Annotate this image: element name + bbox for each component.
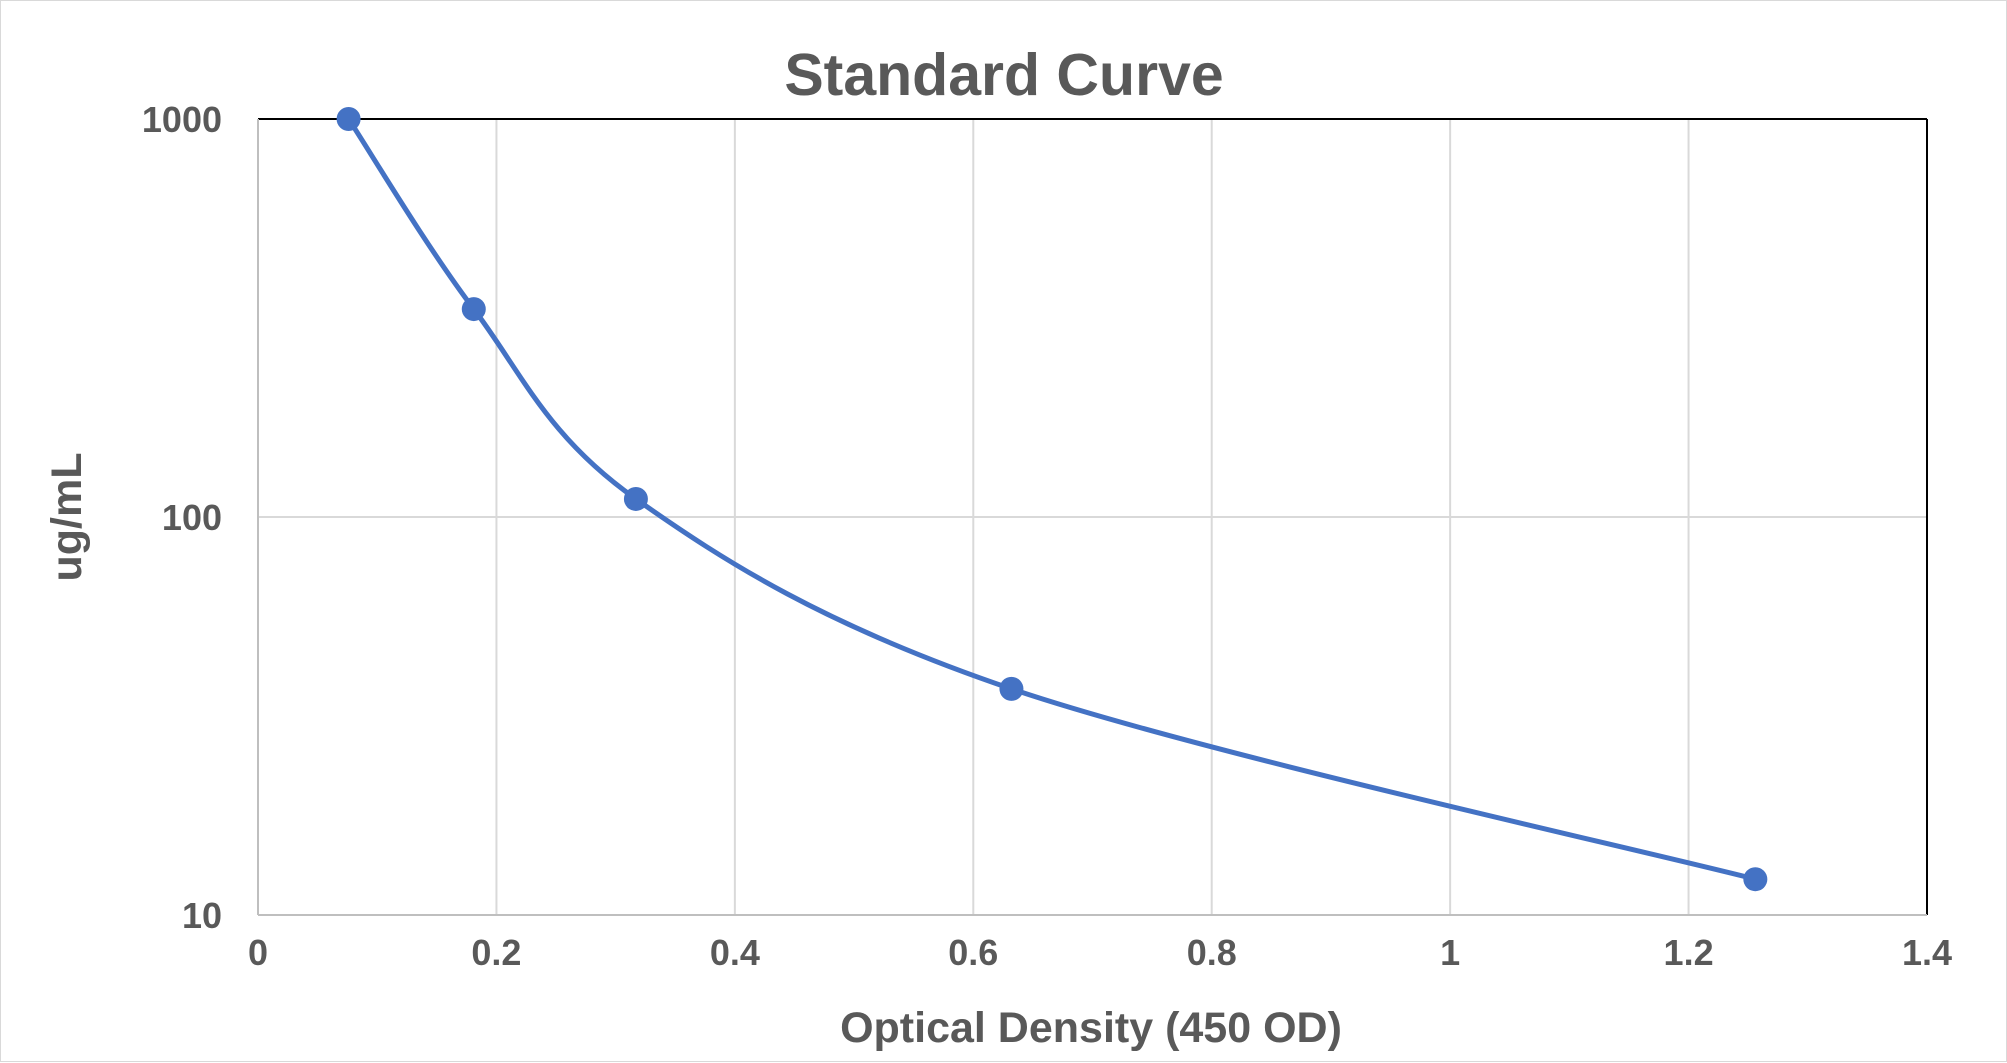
data-point [1743, 867, 1768, 892]
x-tick-label: 1 [1440, 932, 1460, 973]
gridlines [258, 119, 1927, 915]
data-point [999, 676, 1024, 701]
x-tick-label: 0.2 [471, 932, 521, 973]
y-axis-title: ug/mL [43, 453, 91, 582]
y-axis-tick-labels: 10 100 1000 [142, 99, 222, 936]
x-tick-label: 0 [248, 932, 268, 973]
data-point [461, 297, 486, 322]
x-tick-label: 0.4 [710, 932, 760, 973]
y-tick-label: 1000 [142, 99, 222, 140]
x-tick-label: 0.6 [948, 932, 998, 973]
series-line [346, 116, 1758, 882]
x-axis-tick-labels: 0 0.2 0.4 0.6 0.8 1 1.2 1.4 [248, 932, 1952, 973]
data-series [336, 107, 1768, 892]
y-tick-label: 100 [162, 497, 222, 538]
chart-title: Standard Curve [784, 42, 1223, 108]
x-axis-title: Optical Density (450 OD) [840, 1004, 1342, 1052]
plot-border [257, 118, 1928, 916]
data-point [336, 107, 361, 131]
x-tick-label: 1.4 [1902, 932, 1952, 973]
x-tick-label: 1.2 [1664, 932, 1714, 973]
x-tick-label: 0.8 [1187, 932, 1237, 973]
data-point [623, 486, 648, 511]
y-tick-label: 10 [182, 895, 222, 936]
